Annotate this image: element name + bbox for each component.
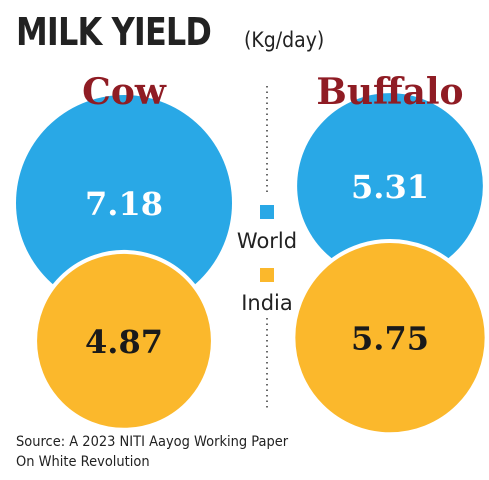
bubble-world-cow (16, 95, 232, 311)
category-label-cow: Cow (82, 71, 167, 113)
legend-swatch-india (260, 268, 274, 282)
unit-label: (Kg/day) (244, 28, 325, 52)
legend-label-india: India (241, 291, 293, 315)
bubble-india-buffalo (291, 238, 489, 437)
chart-title: MILK YIELD (16, 10, 212, 54)
legend-label-world: World (237, 229, 297, 253)
legend-swatch-world (260, 205, 274, 219)
source-line-2: On White Revolution (16, 454, 150, 470)
category-label-buffalo: Buffalo (316, 71, 463, 113)
value-world-cow: 7.18 (85, 185, 163, 223)
value-world-buffalo: 5.31 (351, 168, 429, 206)
bubble-india-cow (33, 249, 215, 432)
value-india-cow: 4.87 (85, 323, 163, 361)
source-line-1: Source: A 2023 NITI Aayog Working Paper (16, 434, 289, 450)
bubble-world-buffalo (297, 93, 483, 279)
value-india-buffalo: 5.75 (351, 320, 429, 358)
source-note: Source: A 2023 NITI Aayog Working Paper … (16, 432, 288, 472)
